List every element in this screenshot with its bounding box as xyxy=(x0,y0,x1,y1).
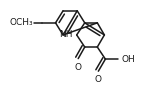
Text: OCH₃: OCH₃ xyxy=(9,18,33,27)
Text: O: O xyxy=(95,75,102,84)
Text: O: O xyxy=(75,63,82,72)
Text: OH: OH xyxy=(122,55,135,64)
Text: NH: NH xyxy=(59,30,73,39)
